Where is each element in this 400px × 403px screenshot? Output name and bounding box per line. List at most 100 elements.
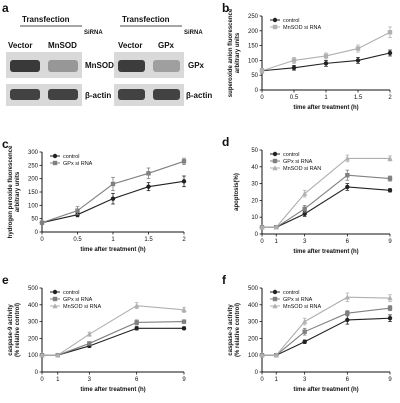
panel-f-ytick-label: 0	[255, 370, 259, 376]
panel-f-point-mnsod	[344, 294, 350, 300]
panel-b-series-mnsod	[259, 26, 393, 74]
panel-b-legend-marker-control	[272, 17, 278, 23]
panel-b-point-control	[291, 65, 297, 71]
panel-c-xlabel: time after treatment (h)	[80, 247, 145, 253]
panel-e-point-mnsod	[39, 352, 45, 358]
panel-f-ytick-label: 100	[248, 353, 259, 359]
panel-d-point-mnsod	[302, 190, 308, 196]
panel-f-point-mnsod	[259, 352, 265, 358]
panel-b-chart: b 0 50 100 150 200 250 0 0.5 1 1.5 2 time after trea…	[222, 1, 392, 111]
panel-d-point-mnsod	[259, 224, 265, 230]
panel-e-ytick-label: 100	[28, 353, 39, 359]
panel-c-ytick-label: 50	[31, 217, 38, 223]
panel-e-legend-marker-gpx	[52, 296, 58, 302]
panel-e-point-control	[134, 326, 139, 331]
panel-e-point-mnsod	[86, 331, 92, 337]
blot-right-row-1-label: GPx	[188, 61, 205, 70]
panel-c-ytick-label: 250	[28, 163, 39, 169]
panel-f-point-gpx	[302, 329, 307, 334]
panel-d-point-gpx	[345, 173, 350, 178]
panel-f-ylabel-line-1: caspase-3 activity	[228, 304, 234, 356]
panel-f-legend-marker-mnsod	[272, 303, 278, 309]
panel-f-series-gpx	[259, 305, 393, 358]
panel-b-point-control	[355, 58, 361, 63]
panel-c-point-gpx	[39, 220, 45, 225]
panel-f-xtick-label: 9	[388, 377, 392, 383]
panel-f-point-mnsod	[387, 295, 393, 301]
blot-left-band-r1-l1	[10, 60, 40, 72]
panel-b-xtick-label: 0.5	[290, 95, 299, 101]
blot-right-band-r1-l1	[118, 60, 145, 72]
blot-left-row-1-label: MnSOD	[85, 61, 114, 70]
panel-c-label: c	[2, 137, 9, 151]
panel-f-chart: f 0 100 200 300 400 500 0 1 3 6 9 time after treatme…	[222, 273, 393, 393]
panel-b-xtick-label: 0	[260, 95, 264, 101]
panel-f-point-gpx	[387, 305, 393, 311]
panel-f-xtick-label: 1	[275, 377, 279, 383]
panel-c-ytick-label: 100	[28, 203, 39, 209]
panel-d-xlabel: time after treatment (h)	[293, 249, 358, 255]
panel-e-point-gpx	[134, 320, 139, 325]
panel-c-xtick-label: 2	[182, 237, 186, 243]
panel-e-xtick-label: 6	[135, 377, 139, 383]
panel-e-ylabel-line-1: caspase-9 activity	[8, 304, 14, 356]
panel-b-point-mnsod	[355, 46, 361, 51]
panel-e-legend-label-mnsod: MnSOD si RNA	[63, 304, 102, 310]
panel-d-point-control	[345, 184, 350, 190]
panel-c-ylabel-line-2: arbitrary units	[15, 171, 21, 212]
blot-right-band-r1-l2	[153, 60, 180, 72]
panel-c-point-control	[181, 179, 187, 184]
panel-d-point-control	[387, 188, 393, 193]
panel-d-ylabel-line-1: apoptosis(%)	[234, 173, 240, 211]
blot-right-band-r2-l1	[118, 89, 145, 100]
panel-c-ytick-label: 0	[35, 230, 39, 236]
panel-d-ytick-label: 10	[251, 215, 258, 221]
panel-f-point-control	[302, 339, 307, 344]
panel-b-point-mnsod	[387, 30, 393, 35]
panel-c-ylabel-line-1: hydrogen peroxide fluorescence	[8, 145, 14, 238]
panel-b-ytick-label: 50	[251, 73, 258, 79]
panel-e-legend-label-gpx: GPx si RNA	[63, 297, 93, 303]
panel-e-ylabel-line-2: (% relative control)	[15, 303, 21, 357]
panel-b-point-control	[387, 50, 393, 56]
panel-d-chart: d 0 10 20 30 40 50 0 1 3 6 9 time after treatment (h…	[222, 135, 393, 255]
panel-c-legend-marker-control	[52, 153, 58, 159]
panel-c-ytick-label: 300	[28, 150, 39, 156]
panel-e-legend-label-control: control	[63, 290, 80, 296]
panel-d-legend-marker-gpx	[272, 158, 278, 164]
panel-b-xlabel: time after treatment (h)	[293, 105, 358, 111]
panel-d-legend-marker-mnsod	[272, 165, 278, 171]
panel-e-ytick-label: 0	[35, 370, 39, 376]
panel-b-point-mnsod	[291, 58, 297, 63]
panel-e-point-mnsod	[134, 302, 140, 308]
panel-f-point-mnsod	[302, 318, 308, 324]
panel-c-legend-marker-gpx	[52, 160, 58, 166]
panel-f-xtick-label: 3	[303, 377, 307, 383]
panel-b-ylabel-line-1: superoxide anion fluorescence	[228, 8, 234, 97]
panel-c-legend-label-gpx: GPx si RNA	[63, 161, 93, 167]
panel-c-chart: c 0 50 100 150 200 250 300 0 0.5 1 1.5 2 time after t…	[2, 137, 186, 253]
panel-e-ytick-label: 200	[28, 336, 39, 342]
panel-d-point-mnsod	[344, 155, 350, 161]
panel-e-legend-marker-mnsod	[52, 303, 58, 309]
panel-f-line-gpx	[262, 307, 391, 356]
panel-b-ytick-label: 150	[248, 44, 259, 50]
panel-f-legend-marker-gpx	[272, 296, 278, 302]
panel-e-line-gpx	[42, 321, 185, 356]
panel-f-label: f	[222, 273, 227, 287]
panel-c-legend-label-control: control	[63, 154, 80, 160]
blot-right-row-2-label: β-actin	[186, 91, 212, 100]
panel-f-ylabel-line-2: (% relative control)	[235, 303, 241, 357]
panel-d-xtick-label: 3	[303, 239, 307, 245]
panel-d-xtick-label: 1	[275, 239, 279, 245]
panel-c-point-control	[146, 184, 151, 189]
panel-d-legend-marker-control	[272, 151, 278, 157]
panel-e-point-mnsod	[181, 307, 187, 313]
